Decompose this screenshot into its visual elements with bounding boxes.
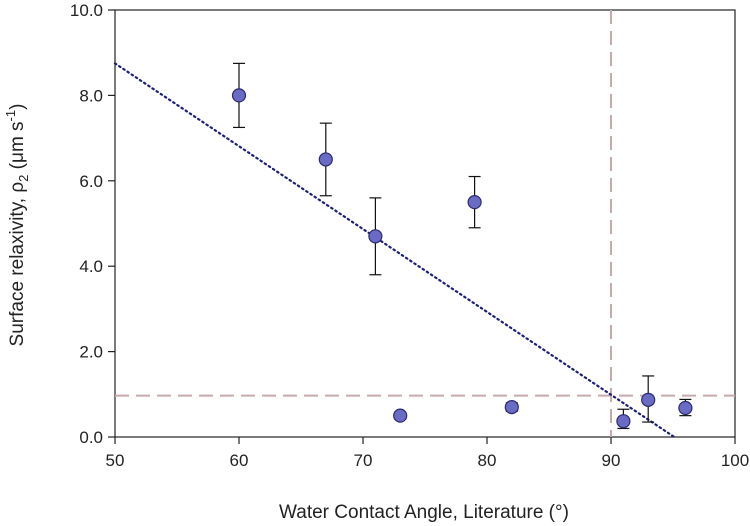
trend-line — [113, 62, 676, 439]
y-tick-label: 4.0 — [79, 257, 103, 276]
y-axis-title-unit-open: (μm s — [7, 121, 28, 174]
y-axis-title: Surface relaxivity, ρ2 (μm s-1) — [3, 104, 31, 347]
trend-line-group — [113, 62, 676, 439]
x-tick-label: 60 — [230, 451, 249, 470]
data-point — [641, 392, 656, 407]
plot-frame — [114, 9, 736, 438]
x-tick-label: 100 — [721, 451, 749, 470]
x-axis-title: Water Contact Angle, Literature (°) — [279, 502, 569, 523]
x-tick-label: 50 — [106, 451, 125, 470]
data-point — [504, 400, 519, 415]
y-tick-label: 2.0 — [79, 343, 103, 362]
axis-ticks — [108, 9, 736, 444]
data-point — [368, 229, 383, 244]
y-tick-labels: 0.0 2.0 4.0 6.0 8.0 10.0 — [70, 1, 103, 447]
plot-area — [114, 9, 736, 438]
y-axis-title-unit-close: ) — [7, 104, 28, 110]
x-tick-label: 70 — [354, 451, 373, 470]
y-axis-title-unit-superscript: -1 — [3, 110, 18, 122]
y-axis-title-rho-subscript: 2 — [16, 175, 31, 182]
y-axis-title-rho: ρ — [7, 182, 28, 193]
data-points — [231, 88, 693, 429]
y-tick-label: 8.0 — [79, 86, 103, 105]
data-point — [393, 408, 408, 423]
data-point — [616, 414, 631, 429]
y-tick-label: 10.0 — [70, 1, 103, 20]
x-tick-label: 90 — [602, 451, 621, 470]
x-tick-label: 80 — [478, 451, 497, 470]
y-tick-label: 0.0 — [79, 428, 103, 447]
y-tick-label: 6.0 — [79, 172, 103, 191]
reference-lines — [115, 10, 735, 437]
x-tick-labels: 50 60 70 80 90 100 — [106, 451, 750, 470]
data-point — [318, 152, 333, 167]
data-point — [231, 88, 247, 103]
data-point — [467, 195, 482, 210]
y-axis-title-prefix: Surface relaxivity, — [7, 193, 28, 347]
error-bars — [233, 62, 692, 430]
data-point — [678, 400, 693, 416]
